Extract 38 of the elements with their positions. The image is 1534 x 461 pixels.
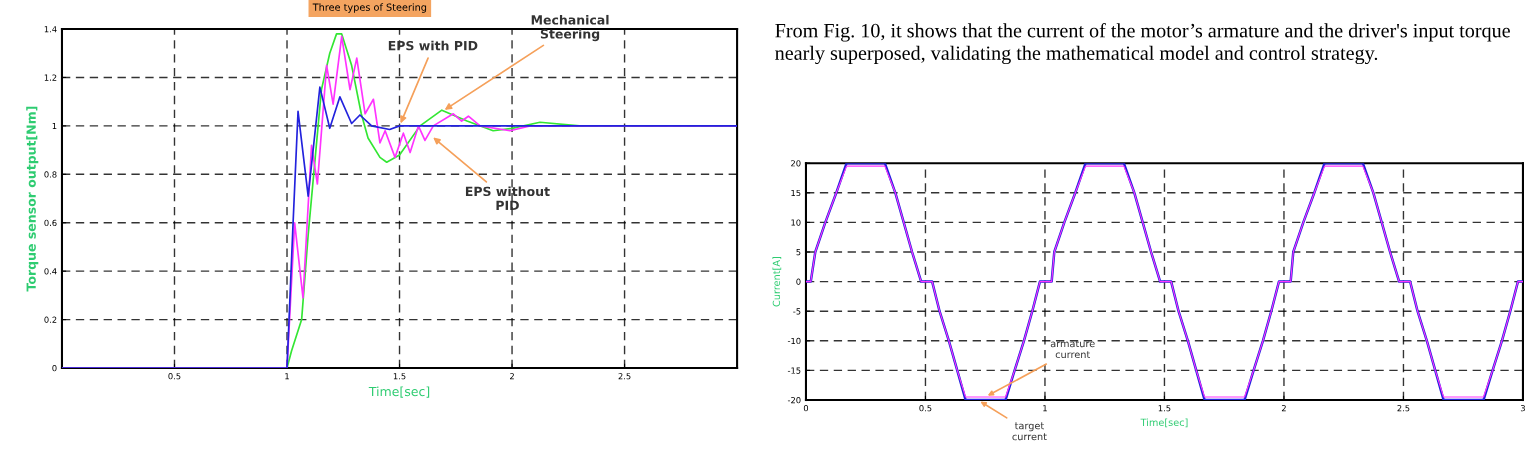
y-tick-label: 1.4 (44, 26, 57, 33)
y-axis-title: Current[A] (772, 257, 782, 307)
y-tick-label: 1 (52, 122, 57, 130)
y-tick-label: 1.2 (44, 74, 57, 81)
x-axis-title: Time[sec] (1140, 418, 1188, 428)
y-tick-label: 5 (796, 249, 801, 256)
x-tick-label: 3 (1520, 405, 1525, 412)
x-tick-label: 2 (510, 373, 514, 380)
annotation: Mechanical Steering (531, 14, 609, 42)
y-tick-label: 10 (791, 219, 801, 226)
y-tick-label: -5 (793, 308, 801, 315)
annotation: EPS without PID (465, 186, 550, 210)
x-tick-label: 0.5 (168, 373, 181, 380)
annotation: target current (1012, 422, 1047, 441)
y-tick-label: 20 (791, 160, 801, 167)
y-axis-title: Torque sensor output[Nm] (26, 106, 39, 292)
y-tick-label: 15 (791, 189, 801, 197)
x-tick-label: 1.5 (393, 373, 406, 380)
x-tick-label: 1.5 (1158, 405, 1171, 412)
y-tick-label: 0 (52, 365, 57, 372)
x-tick-label: 2.5 (1397, 405, 1410, 412)
y-tick-label: 0.8 (44, 171, 57, 178)
text: From Fig. 10, it shows that the current of the motor’s armature and the driver's input torque nearly superposed, validating the mathematical model and control strategy. (775, 23, 1510, 65)
y-tick-label: 0.2 (44, 316, 57, 323)
x-axis-title: Time[sec] (368, 386, 430, 398)
y-tick-label: -20 (787, 396, 801, 404)
x-tick-label: 0.5 (919, 405, 932, 412)
y-tick-label: -10 (787, 337, 801, 345)
x-tick-label: 1 (285, 373, 289, 380)
x-tick-label: 2 (1281, 405, 1286, 412)
x-tick-label: 1 (1043, 405, 1047, 412)
chart-title: Three types of Steering (312, 3, 427, 13)
y-tick-label: -15 (787, 367, 801, 374)
y-tick-label: 0.4 (44, 268, 57, 275)
y-tick-label: 0 (796, 278, 801, 285)
y-tick-label: 0.6 (44, 219, 57, 227)
x-tick-label: 2.5 (618, 373, 631, 380)
x-tick-label: 0 (803, 405, 809, 412)
